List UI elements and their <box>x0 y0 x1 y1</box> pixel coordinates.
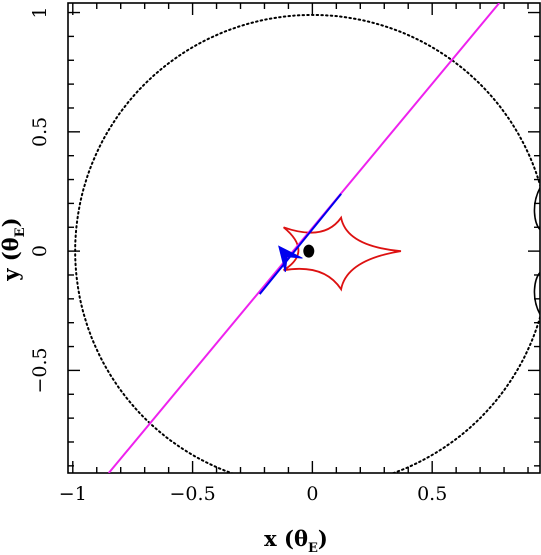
y-axis-label-main: y ( <box>0 251 23 281</box>
dotted-critical-curve <box>74 13 540 473</box>
y-axis-label: y (θE) <box>0 217 28 281</box>
x-axis-label-symbol: θ <box>294 526 308 551</box>
caustic-curve <box>283 215 402 292</box>
x-tick-label: 0 <box>306 483 318 505</box>
critical-curve-lower-lobe <box>533 272 540 316</box>
y-axis-label-close: ) <box>0 217 23 227</box>
y-tick-label: 1 <box>29 6 51 18</box>
x-axis-label-main: x ( <box>264 526 294 551</box>
critical-curve-upper-lobe <box>533 186 540 231</box>
y-tick-label: 0 <box>29 245 51 257</box>
y-tick-label: 0.5 <box>29 117 51 147</box>
x-tick-label: 0.5 <box>417 483 447 505</box>
direction-arrow <box>278 245 303 273</box>
y-axis-label-symbol: θ <box>0 237 23 251</box>
x-axis-label-close: ) <box>318 526 328 551</box>
axis-ticks <box>68 3 540 473</box>
y-tick-label: −0.5 <box>29 347 51 393</box>
y-axis-label-sub: E <box>13 227 28 237</box>
tick-labels: −1 −0.5 0 0.5 −0.5 0 0.5 1 <box>29 6 447 505</box>
x-axis-label: x (θE) <box>264 526 328 555</box>
plot-frame <box>67 2 541 474</box>
lens-point <box>303 244 315 258</box>
plot-curves <box>74 3 540 473</box>
x-axis-label-sub: E <box>308 541 318 555</box>
plot-border <box>67 2 541 474</box>
x-tick-label: −0.5 <box>170 483 216 505</box>
source-trajectory-segment <box>258 193 342 295</box>
x-tick-label: −1 <box>59 483 87 505</box>
